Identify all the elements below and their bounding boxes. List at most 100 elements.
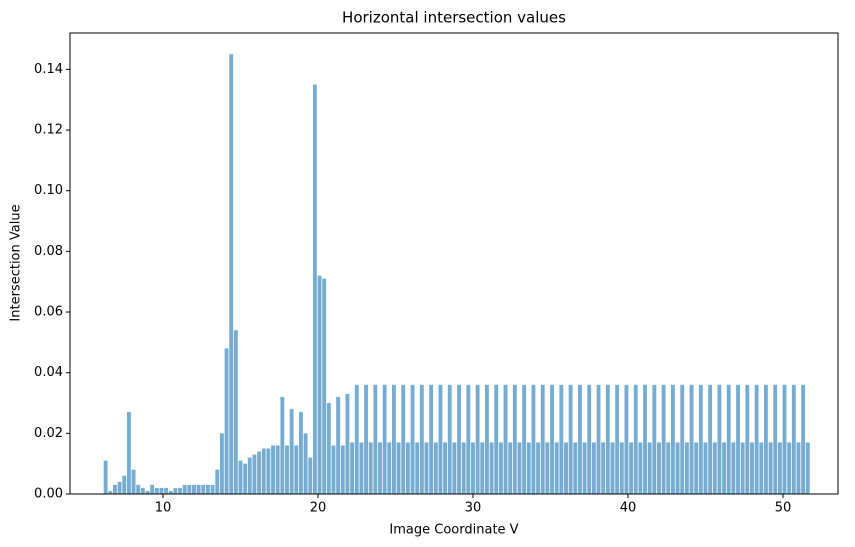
bar [615, 384, 620, 494]
bar [322, 278, 327, 494]
bar [392, 384, 396, 494]
bar [712, 442, 717, 494]
bar [517, 442, 522, 494]
bar [484, 384, 489, 494]
bar [531, 384, 536, 494]
bar [233, 330, 238, 494]
bar [805, 442, 810, 494]
y-tick-label: 0.08 [34, 244, 63, 259]
bar [694, 442, 699, 494]
bar [787, 442, 792, 494]
y-tick-label: 0.06 [34, 305, 63, 320]
bar [498, 442, 503, 494]
bar [113, 484, 117, 494]
bar [670, 384, 675, 494]
bar [471, 442, 475, 494]
bar [396, 442, 401, 494]
bar [159, 487, 164, 494]
bar [666, 442, 671, 494]
bar [224, 348, 229, 494]
bar [201, 484, 206, 494]
bar [238, 460, 243, 494]
bar [173, 487, 178, 494]
bar [117, 481, 122, 494]
x-tick-label: 50 [775, 501, 792, 516]
bar [633, 384, 638, 494]
bar [522, 384, 527, 494]
bar [326, 403, 331, 494]
plot-frame [69, 32, 839, 495]
bar [726, 384, 731, 494]
bar [503, 384, 508, 494]
bar [582, 442, 587, 494]
bar [368, 442, 373, 494]
bar [103, 460, 108, 494]
bar [768, 442, 773, 494]
bar [336, 396, 341, 494]
bar [740, 442, 745, 494]
bar [354, 384, 359, 494]
x-axis-label: Image Coordinate V [389, 523, 518, 538]
bar [480, 442, 485, 494]
bar [378, 442, 382, 494]
bar [340, 445, 345, 494]
bar [629, 442, 634, 494]
bar [145, 490, 150, 494]
bar [554, 442, 559, 494]
bar [312, 84, 317, 495]
bar [131, 469, 136, 494]
y-tick-label: 0.12 [34, 123, 63, 138]
bar [773, 384, 778, 494]
bar [387, 442, 392, 494]
bar [150, 484, 155, 494]
bar [526, 442, 531, 494]
bar [122, 475, 127, 494]
bar [536, 442, 541, 494]
x-tick-label: 30 [465, 501, 482, 516]
bar [136, 484, 141, 494]
bar [164, 487, 169, 494]
bar [331, 445, 336, 494]
bar [619, 442, 624, 494]
bar [405, 442, 410, 494]
bar [187, 484, 192, 494]
bar [638, 442, 643, 494]
bar [708, 384, 713, 494]
bar [294, 445, 299, 494]
bar [591, 442, 596, 494]
bar [438, 384, 443, 494]
bar [754, 384, 759, 494]
bar [731, 442, 736, 494]
bar [271, 445, 275, 494]
bar [596, 384, 601, 494]
bar [512, 384, 517, 494]
bar [652, 384, 657, 494]
bar [266, 448, 271, 494]
bar [382, 384, 387, 494]
bar [657, 442, 661, 494]
y-tick-label: 0.04 [34, 365, 63, 380]
bar [192, 484, 196, 494]
bar [782, 384, 787, 494]
bar [675, 442, 680, 494]
bar [299, 412, 303, 494]
bar [643, 384, 647, 494]
bar [703, 442, 708, 494]
bar [317, 275, 322, 494]
bar [206, 484, 210, 494]
bar [791, 384, 796, 494]
bar [545, 442, 550, 494]
y-tick-label: 0.14 [34, 62, 63, 77]
x-tick-label: 10 [155, 501, 172, 516]
bar [303, 433, 308, 494]
bar [433, 442, 438, 494]
bar [108, 490, 113, 494]
bar [763, 384, 768, 494]
bar [777, 442, 782, 494]
bar [759, 442, 764, 494]
bar [126, 412, 131, 494]
bar [247, 457, 252, 494]
bar [373, 384, 378, 494]
bar [280, 396, 285, 494]
